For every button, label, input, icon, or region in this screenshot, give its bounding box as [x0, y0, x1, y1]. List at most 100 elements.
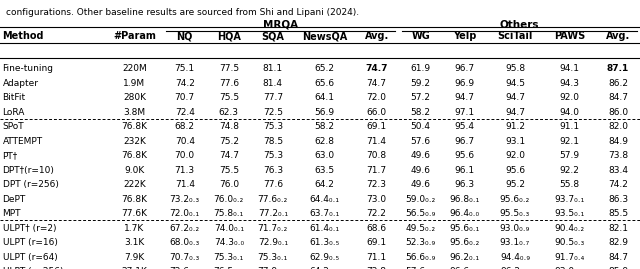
Text: 63.5: 63.5 — [315, 166, 335, 175]
Text: 96.1: 96.1 — [454, 166, 475, 175]
Text: 67.2₀.₂: 67.2₀.₂ — [170, 224, 200, 233]
Text: 95.6₀.₁: 95.6₀.₁ — [449, 224, 480, 233]
Text: 72.0: 72.0 — [367, 93, 387, 102]
Text: ULPT† (r=2): ULPT† (r=2) — [3, 224, 56, 233]
Text: 95.6: 95.6 — [505, 166, 525, 175]
Text: 75.5: 75.5 — [219, 93, 239, 102]
Text: 86.2: 86.2 — [608, 79, 628, 88]
Text: Adapter: Adapter — [3, 79, 38, 88]
Text: 58.2: 58.2 — [411, 108, 431, 117]
Text: Method: Method — [3, 31, 44, 41]
Text: 61.4₀.₁: 61.4₀.₁ — [310, 224, 340, 233]
Text: 96.2₀.₁: 96.2₀.₁ — [450, 253, 480, 262]
Text: 82.0: 82.0 — [608, 122, 628, 131]
Text: 71.1: 71.1 — [367, 253, 387, 262]
Text: 73.8: 73.8 — [608, 151, 628, 160]
Text: 222K: 222K — [123, 180, 146, 189]
Text: 63.0: 63.0 — [315, 151, 335, 160]
Text: 76.5₀.₁: 76.5₀.₁ — [214, 267, 244, 269]
Text: 86.0: 86.0 — [608, 108, 628, 117]
Text: 72.3: 72.3 — [367, 180, 387, 189]
Text: 71.4: 71.4 — [367, 137, 387, 146]
Text: 220M: 220M — [122, 64, 147, 73]
Text: 69.1: 69.1 — [367, 122, 387, 131]
Text: 83.4: 83.4 — [608, 166, 628, 175]
Text: 70.4: 70.4 — [175, 137, 195, 146]
Text: 70.7₀.₃: 70.7₀.₃ — [170, 253, 200, 262]
Text: 75.3: 75.3 — [263, 151, 283, 160]
Text: 95.6: 95.6 — [454, 151, 475, 160]
Text: 72.8: 72.8 — [367, 267, 387, 269]
Text: 72.6₀.₂: 72.6₀.₂ — [170, 267, 200, 269]
Text: 75.3: 75.3 — [263, 122, 283, 131]
Text: 56.9: 56.9 — [315, 108, 335, 117]
Text: 76.0₀.₂: 76.0₀.₂ — [214, 195, 244, 204]
Text: 74.0₀.₁: 74.0₀.₁ — [214, 224, 244, 233]
Text: 92.0: 92.0 — [505, 151, 525, 160]
Text: NewsQA: NewsQA — [302, 31, 348, 41]
Text: 93.1₀.₇: 93.1₀.₇ — [500, 238, 530, 247]
Text: 76.0: 76.0 — [219, 180, 239, 189]
Text: 94.0: 94.0 — [559, 108, 580, 117]
Text: 1.7K: 1.7K — [124, 224, 145, 233]
Text: 82.9: 82.9 — [608, 238, 628, 247]
Text: Others: Others — [500, 20, 539, 30]
Text: 68.2: 68.2 — [175, 122, 195, 131]
Text: 93.1: 93.1 — [505, 137, 525, 146]
Text: 76.8K: 76.8K — [122, 122, 147, 131]
Text: 96.6₀.₂: 96.6₀.₂ — [449, 267, 480, 269]
Text: 65.6: 65.6 — [315, 79, 335, 88]
Text: 77.6: 77.6 — [219, 79, 239, 88]
Text: 72.4: 72.4 — [175, 108, 195, 117]
Text: 90.5₀.₃: 90.5₀.₃ — [554, 238, 585, 247]
Text: 95.4: 95.4 — [454, 122, 475, 131]
Text: configurations. Other baseline results are sourced from Shi and Lipani (2024).: configurations. Other baseline results a… — [6, 8, 360, 17]
Text: 69.1: 69.1 — [367, 238, 387, 247]
Text: 94.7: 94.7 — [505, 108, 525, 117]
Text: 52.3₀.₉: 52.3₀.₉ — [406, 238, 436, 247]
Text: 93.0₀.₉: 93.0₀.₉ — [500, 224, 530, 233]
Text: 95.8: 95.8 — [505, 64, 525, 73]
Text: DPT†(r=10): DPT†(r=10) — [3, 166, 54, 175]
Text: 77.6K: 77.6K — [122, 209, 147, 218]
Text: 71.7: 71.7 — [367, 166, 387, 175]
Text: 70.8: 70.8 — [367, 151, 387, 160]
Text: 57.6₀.₈: 57.6₀.₈ — [406, 267, 436, 269]
Text: 71.4: 71.4 — [175, 180, 195, 189]
Text: 56.5₀.₉: 56.5₀.₉ — [406, 209, 436, 218]
Text: 95.6₀.₂: 95.6₀.₂ — [500, 195, 530, 204]
Text: 62.9₀.₅: 62.9₀.₅ — [310, 253, 340, 262]
Text: ULPT (r=16): ULPT (r=16) — [3, 238, 58, 247]
Text: 280K: 280K — [123, 93, 146, 102]
Text: 71.7₀.₂: 71.7₀.₂ — [258, 224, 288, 233]
Text: 77.5: 77.5 — [219, 64, 239, 73]
Text: 75.8₀.₁: 75.8₀.₁ — [214, 209, 244, 218]
Text: 55.8: 55.8 — [559, 180, 580, 189]
Text: 9.0K: 9.0K — [124, 166, 145, 175]
Text: ATTEMPT: ATTEMPT — [3, 137, 43, 146]
Text: 95.5₀.₃: 95.5₀.₃ — [500, 209, 530, 218]
Text: 81.4: 81.4 — [263, 79, 283, 88]
Text: 76.8K: 76.8K — [122, 151, 147, 160]
Text: 72.0₀.₁: 72.0₀.₁ — [170, 209, 200, 218]
Text: 94.3: 94.3 — [559, 79, 580, 88]
Text: 49.6: 49.6 — [411, 151, 431, 160]
Text: 61.9: 61.9 — [411, 64, 431, 73]
Text: 94.4₀.₉: 94.4₀.₉ — [500, 253, 530, 262]
Text: 72.2: 72.2 — [367, 209, 387, 218]
Text: 77.7: 77.7 — [263, 93, 283, 102]
Text: 74.7: 74.7 — [219, 151, 239, 160]
Text: NQ: NQ — [177, 31, 193, 41]
Text: 75.1: 75.1 — [175, 64, 195, 73]
Text: 75.2: 75.2 — [219, 137, 239, 146]
Text: 75.5: 75.5 — [219, 166, 239, 175]
Text: 74.2: 74.2 — [175, 79, 195, 88]
Text: 3.8M: 3.8M — [124, 108, 145, 117]
Text: 49.6: 49.6 — [411, 166, 431, 175]
Text: 68.6: 68.6 — [367, 224, 387, 233]
Text: ULPT (r=256): ULPT (r=256) — [3, 267, 63, 269]
Text: 56.6₀.₉: 56.6₀.₉ — [406, 253, 436, 262]
Text: Yelp: Yelp — [453, 31, 476, 41]
Text: 77.6: 77.6 — [263, 180, 283, 189]
Text: 57.6: 57.6 — [411, 137, 431, 146]
